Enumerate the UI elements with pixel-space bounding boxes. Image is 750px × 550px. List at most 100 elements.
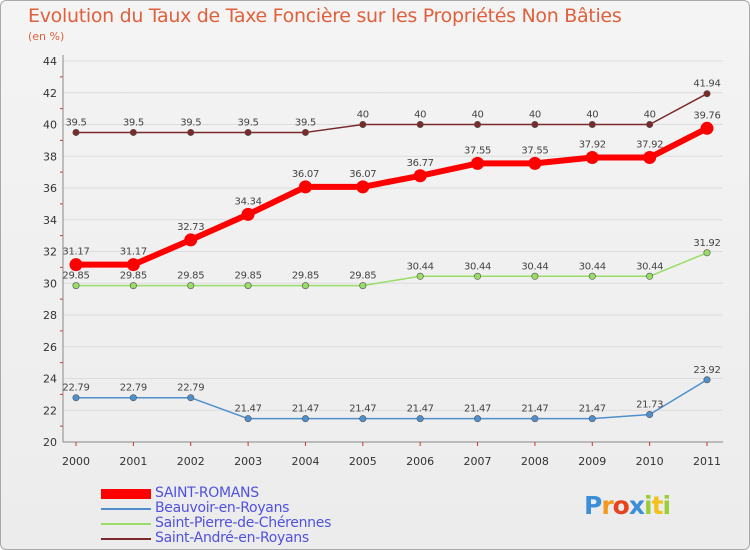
data-label: 40 xyxy=(586,110,598,121)
data-point xyxy=(359,121,367,129)
x-tick-label: 2005 xyxy=(349,455,377,468)
data-label: 40 xyxy=(471,110,483,121)
data-point xyxy=(643,151,657,165)
logo-letter: o xyxy=(612,491,630,520)
data-label: 40 xyxy=(357,110,369,121)
data-point xyxy=(359,282,367,290)
y-tick-label: 42 xyxy=(43,87,57,100)
legend-item-saint-andre-en-royans: Saint-André-en-Royans xyxy=(101,530,331,546)
data-point xyxy=(700,121,714,135)
data-point xyxy=(531,272,539,280)
logo-letter: P xyxy=(584,491,602,520)
logo-letter: i xyxy=(644,491,653,520)
data-point xyxy=(646,121,654,129)
legend-swatch-saint-romans xyxy=(101,488,151,499)
data-point xyxy=(703,376,711,384)
data-label: 29.85 xyxy=(349,271,376,282)
data-label: 41.94 xyxy=(693,79,720,90)
data-label: 30.44 xyxy=(636,261,663,272)
x-tick-label: 2004 xyxy=(291,455,319,468)
data-point xyxy=(531,121,539,129)
x-tick-label: 2002 xyxy=(177,455,205,468)
data-label: 21.47 xyxy=(235,404,262,415)
data-label: 21.47 xyxy=(292,404,319,415)
x-tick-labels: 2000 2001 2002 2003 2004 2005 2006 2007 2008 2009… xyxy=(62,455,721,468)
data-point xyxy=(72,128,80,136)
data-point xyxy=(244,128,252,136)
data-label: 31.92 xyxy=(693,238,720,249)
legend-item-beauvoir-en-royans: Beauvoir-en-Royans xyxy=(101,500,331,516)
data-point xyxy=(474,121,482,129)
data-label: 30.44 xyxy=(579,261,606,272)
y-tick-label: 44 xyxy=(43,55,57,68)
data-point xyxy=(187,128,195,136)
data-point xyxy=(359,415,367,423)
x-tick-label: 2001 xyxy=(119,455,147,468)
legend-item-saint-romans: SAINT-ROMANS xyxy=(101,485,331,501)
data-point xyxy=(126,258,140,272)
data-labels: 31.17 31.17 32.73 34.34 36.07 36.07 36.77 37.55… xyxy=(62,79,720,415)
data-point xyxy=(416,415,424,423)
data-label: 37.92 xyxy=(579,140,606,151)
logo-letter: i xyxy=(662,491,672,520)
data-label: 39.5 xyxy=(180,117,201,128)
data-point xyxy=(585,151,599,165)
data-point xyxy=(69,258,83,272)
legend-label-beauvoir-en-royans: Beauvoir-en-Royans xyxy=(155,500,290,516)
legend-label-saint-romans: SAINT-ROMANS xyxy=(155,485,259,501)
data-label: 22.79 xyxy=(120,383,147,394)
data-label: 29.85 xyxy=(62,271,89,282)
data-point xyxy=(416,272,424,280)
chart-subtitle: (en %) xyxy=(28,30,65,43)
data-point xyxy=(129,128,137,136)
data-label: 29.85 xyxy=(292,271,319,282)
data-label: 21.47 xyxy=(579,404,606,415)
data-label: 39.5 xyxy=(238,117,259,128)
proxiti-logo: Proxiti xyxy=(584,491,672,520)
series-line xyxy=(76,252,708,287)
data-point xyxy=(72,282,80,290)
data-point xyxy=(474,272,482,280)
x-tick-label: 2006 xyxy=(406,455,434,468)
x-tick-label: 2008 xyxy=(521,455,549,468)
data-point xyxy=(301,128,309,136)
data-label: 31.17 xyxy=(62,247,89,258)
data-point xyxy=(184,233,198,247)
logo-letter: r xyxy=(601,491,613,520)
data-label: 39.5 xyxy=(65,117,86,128)
data-label: 40 xyxy=(644,110,656,121)
y-tick-label: 20 xyxy=(43,436,57,449)
series-group xyxy=(69,90,714,423)
x-tick-label: 2000 xyxy=(62,455,90,468)
y-tick-label: 22 xyxy=(43,404,57,417)
legend-swatch-saint-pierre-de-cherennes xyxy=(101,522,151,525)
y-tick-label: 40 xyxy=(43,119,57,132)
data-label: 36.07 xyxy=(292,169,319,180)
data-label: 30.44 xyxy=(464,261,491,272)
data-label: 29.85 xyxy=(235,271,262,282)
data-label: 30.44 xyxy=(407,261,434,272)
data-point xyxy=(703,90,711,98)
y-tick-label: 38 xyxy=(43,150,57,163)
logo-letter: x xyxy=(628,491,645,520)
data-point xyxy=(129,394,137,402)
data-label: 32.73 xyxy=(177,222,204,233)
data-point xyxy=(413,169,427,183)
y-tick-label: 30 xyxy=(43,277,57,290)
data-point xyxy=(241,207,255,221)
data-point xyxy=(588,121,596,129)
x-tick-label: 2009 xyxy=(578,455,606,468)
legend-label-saint-pierre-de-cherennes: Saint-Pierre-de-Chérennes xyxy=(155,515,332,531)
data-label: 39.5 xyxy=(123,117,144,128)
data-point xyxy=(703,249,711,257)
x-tick-label: 2011 xyxy=(693,455,721,468)
data-label: 22.79 xyxy=(177,383,204,394)
data-label: 29.85 xyxy=(177,271,204,282)
legend-swatch-saint-andre-en-royans xyxy=(101,537,151,540)
data-label: 40 xyxy=(414,110,426,121)
x-tick-label: 2007 xyxy=(464,455,492,468)
data-point xyxy=(646,411,654,419)
data-label: 39.5 xyxy=(295,117,316,128)
